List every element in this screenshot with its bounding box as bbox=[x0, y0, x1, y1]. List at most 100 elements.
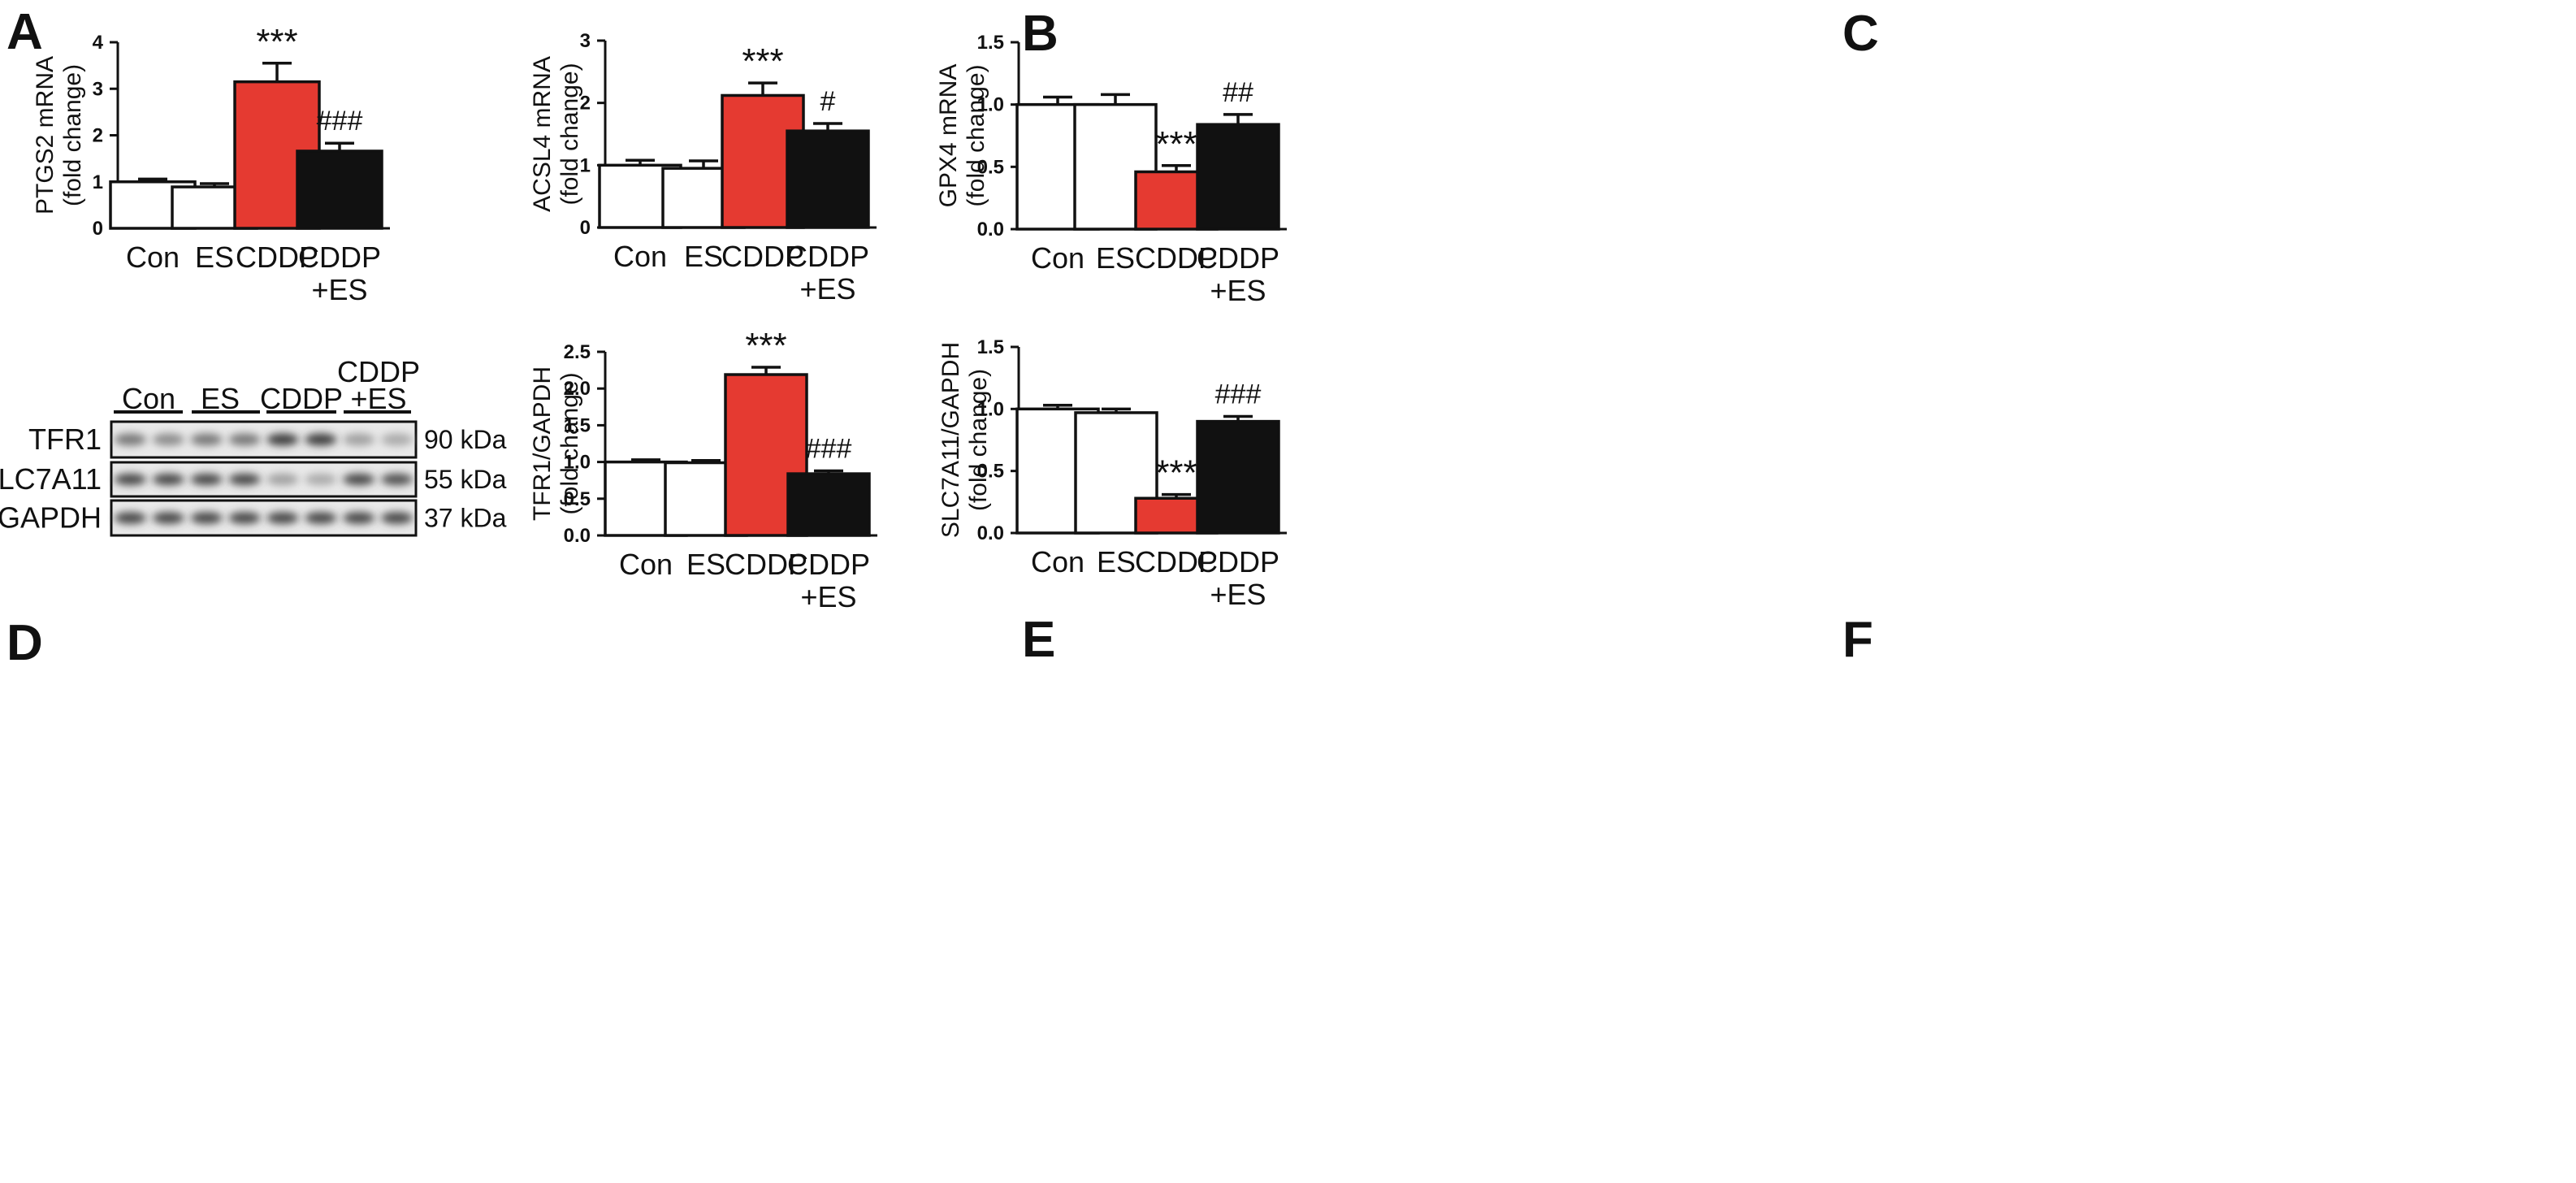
panel-label-f: F bbox=[1842, 612, 1873, 668]
x-tick-label: Con bbox=[126, 240, 180, 274]
blot-band bbox=[343, 512, 375, 524]
x-tick-label: +ES bbox=[1210, 578, 1266, 611]
chart-gpx4: 0.0 0.5 1.0 1.5 GPX4 mRNA (fold change) Con ES *… bbox=[935, 32, 1287, 307]
y-axis-label: ACSL4 mRNA bbox=[529, 56, 556, 212]
blot-band bbox=[380, 433, 413, 446]
y-axis-label: TFR1/GAPDH bbox=[529, 366, 556, 521]
blot-band bbox=[305, 512, 337, 524]
panel-label-c: C bbox=[1842, 6, 1879, 62]
significance-mark: *** bbox=[1155, 453, 1197, 493]
significance-mark: # bbox=[820, 86, 836, 117]
y-axis-label: SLC7A11/GAPDH bbox=[937, 342, 964, 538]
panel-label-a: A bbox=[6, 4, 43, 60]
y-axis-sublabel: (fold change) bbox=[963, 64, 989, 206]
x-tick-label: CDDP bbox=[1197, 241, 1279, 275]
blot-group-label: +ES bbox=[350, 382, 406, 415]
blot-size-label: 55 kDa bbox=[424, 465, 507, 494]
y-tick-label: 2 bbox=[580, 93, 591, 115]
panel-label-b: B bbox=[1022, 6, 1059, 62]
blot-size-label: 90 kDa bbox=[424, 425, 507, 454]
blot-group-label: Con bbox=[122, 382, 175, 415]
y-tick-label: 1.5 bbox=[977, 336, 1004, 358]
x-tick-label: ES bbox=[1097, 545, 1136, 578]
blot-band bbox=[114, 512, 147, 524]
x-tick-label: CDDP bbox=[1135, 241, 1218, 275]
blot-protein-label: GAPDH bbox=[0, 501, 102, 535]
blot-band bbox=[266, 473, 299, 486]
significance-mark: ## bbox=[1223, 77, 1253, 108]
panel-label-d: D bbox=[6, 615, 43, 671]
chart-slc7a11-gapdh: 0.0 0.5 1.0 1.5 SLC7A11/GAPDH (fold change) Co… bbox=[937, 336, 1287, 611]
blot-band bbox=[305, 473, 337, 486]
blot-band bbox=[190, 433, 223, 446]
significance-mark: *** bbox=[256, 22, 297, 62]
x-tick-label: Con bbox=[619, 548, 673, 581]
x-tick-label: CDDP bbox=[298, 240, 381, 274]
x-tick-label: CDDP bbox=[725, 548, 807, 581]
blot-band bbox=[152, 473, 184, 486]
bar-cddpes bbox=[1196, 123, 1280, 231]
y-tick-label: 1 bbox=[93, 171, 103, 193]
y-tick-label: 1.0 bbox=[564, 452, 591, 474]
x-tick-label: CDDP bbox=[787, 548, 870, 581]
blot-band bbox=[228, 433, 261, 446]
x-tick-label: Con bbox=[613, 240, 667, 273]
blot-band bbox=[228, 473, 261, 486]
significance-mark: ### bbox=[317, 106, 363, 136]
x-tick-label: Con bbox=[1031, 545, 1085, 578]
y-axis-sublabel: (fold change) bbox=[556, 63, 583, 205]
y-tick-label: 3 bbox=[93, 78, 103, 100]
blot-size-label: 37 kDa bbox=[424, 504, 507, 533]
x-tick-label: ES bbox=[684, 240, 723, 273]
y-tick-label: 1.0 bbox=[977, 94, 1004, 116]
y-tick-label: 2 bbox=[93, 125, 103, 147]
x-tick-label: CDDP bbox=[786, 240, 869, 273]
y-tick-label: 1 bbox=[580, 154, 591, 176]
x-tick-label: CDDP bbox=[1135, 545, 1218, 578]
y-tick-label: 0.0 bbox=[977, 219, 1004, 240]
chart-ptgs2: 0 1 2 3 4 PTGS2 mRNA (fold change) Con ES *** CDDP… bbox=[32, 22, 390, 306]
y-tick-label: 0 bbox=[580, 217, 591, 239]
y-tick-label: 1.5 bbox=[564, 414, 591, 436]
blot-band bbox=[228, 512, 261, 524]
x-tick-label: +ES bbox=[311, 273, 367, 306]
panel-label-e: E bbox=[1022, 612, 1055, 668]
blot-band bbox=[380, 512, 413, 524]
blot-band bbox=[114, 473, 147, 486]
blot-band bbox=[152, 433, 184, 446]
blot-band bbox=[152, 512, 184, 524]
x-tick-label: CDDP bbox=[1197, 545, 1279, 578]
y-tick-label: 2.0 bbox=[564, 378, 591, 400]
blot-band bbox=[114, 433, 147, 446]
y-tick-label: 1.0 bbox=[977, 398, 1004, 420]
blot-band bbox=[266, 512, 299, 524]
y-axis-label: GPX4 mRNA bbox=[935, 64, 962, 208]
x-tick-label: Con bbox=[1031, 241, 1085, 275]
y-tick-label: 0.5 bbox=[564, 488, 591, 510]
y-tick-label: 0.0 bbox=[564, 525, 591, 547]
x-tick-label: ES bbox=[195, 240, 234, 274]
y-tick-label: 0.5 bbox=[977, 156, 1004, 178]
blot-band bbox=[190, 512, 223, 524]
y-axis-label: PTGS2 mRNA bbox=[32, 56, 58, 214]
blot-band bbox=[305, 433, 337, 446]
blot-band bbox=[266, 433, 299, 446]
blot-band bbox=[380, 473, 413, 486]
significance-mark: *** bbox=[1155, 124, 1197, 164]
y-tick-label: 1.5 bbox=[977, 32, 1004, 54]
chart-acsl4: 0 1 2 3 ACSL4 mRNA (fold change) Con ES *** CDDP #… bbox=[529, 30, 877, 306]
blot-band bbox=[343, 433, 375, 446]
y-tick-label: 2.5 bbox=[564, 341, 591, 363]
y-tick-label: 0 bbox=[93, 218, 103, 240]
x-tick-label: +ES bbox=[1210, 274, 1266, 307]
significance-mark: ### bbox=[1215, 379, 1262, 410]
significance-mark: *** bbox=[745, 326, 786, 366]
y-axis-sublabel: (fold change) bbox=[965, 369, 992, 511]
bar-cddpes bbox=[786, 129, 870, 229]
y-tick-label: 4 bbox=[93, 32, 104, 54]
x-tick-label: CDDP bbox=[236, 240, 318, 274]
significance-mark: *** bbox=[742, 41, 783, 81]
blot-protein-label: SLC7A11 bbox=[0, 462, 102, 496]
